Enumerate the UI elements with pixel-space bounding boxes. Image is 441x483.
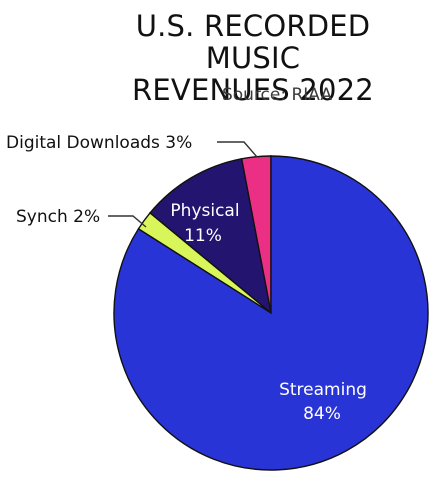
chart-subtitle: Source: RIAA (221, 85, 333, 105)
chart-title-line-1: U.S. RECORDED MUSIC (135, 9, 371, 75)
synch-label: Synch 2% (16, 207, 100, 227)
synch-callout-line (108, 215, 147, 228)
streaming-slice-name: Streaming (279, 380, 367, 400)
streaming-slice-value: 84% (303, 404, 341, 424)
physical-slice-value: 11% (184, 226, 222, 246)
pie-slice-physical (149, 157, 273, 315)
pie-slice-streaming (113, 155, 429, 471)
chart-title-line-2: REVENUES 2022 (132, 73, 374, 107)
digital-downloads-callout-line (217, 141, 258, 158)
digital-downloads-label: Digital Downloads 3% (6, 133, 192, 153)
physical-slice-name: Physical (170, 201, 239, 221)
chart-title: U.S. RECORDED MUSIC REVENUES 2022 (118, 10, 388, 106)
